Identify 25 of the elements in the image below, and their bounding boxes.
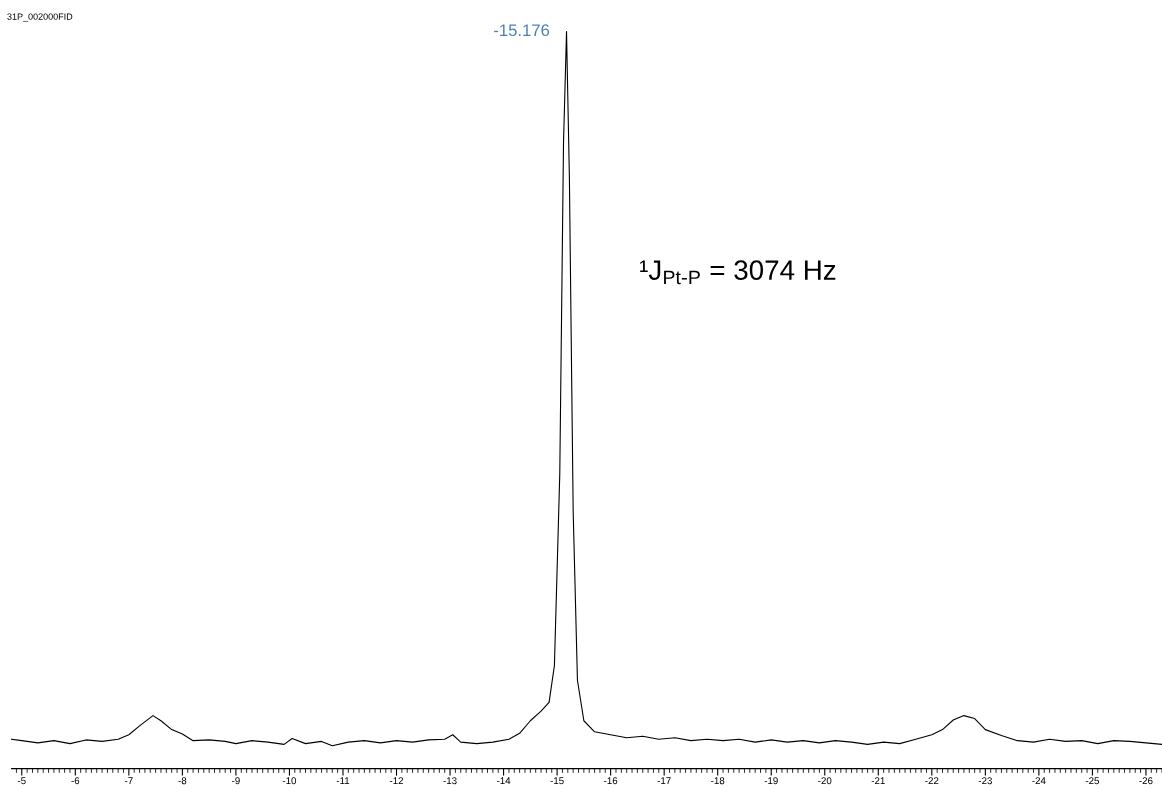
x-tick-label: -15 xyxy=(550,777,564,785)
x-tick-label: -8 xyxy=(178,777,187,785)
x-tick-label: -7 xyxy=(124,777,133,785)
x-tick-label: -9 xyxy=(232,777,240,785)
annotation: ¹J$_{Pt-P}$ = 3074 Hz xyxy=(640,260,836,285)
x-tick-label: -16 xyxy=(604,777,618,785)
x-tick-label: -14 xyxy=(496,777,511,785)
x-tick-label: -10 xyxy=(282,777,297,785)
x-tick-label: -12 xyxy=(389,777,404,785)
x-tick-label: -21 xyxy=(871,777,885,785)
x-tick-label: -6 xyxy=(71,777,80,785)
x-tick-label: -11 xyxy=(336,777,350,785)
x-tick-label: -13 xyxy=(443,777,457,785)
x-tick-label: -22 xyxy=(925,777,939,785)
x-tick-label: -26 xyxy=(1139,777,1153,785)
x-tick-label: -17 xyxy=(657,777,671,785)
x-tick-label: -5 xyxy=(17,777,26,785)
annotation: -15.176 xyxy=(494,24,550,37)
x-tick-label: -19 xyxy=(764,777,778,785)
x-tick-label: -24 xyxy=(1032,777,1046,785)
x-tick-label: -18 xyxy=(711,777,725,785)
x-tick-label: -25 xyxy=(1085,777,1100,785)
x-tick-label: -23 xyxy=(978,777,992,785)
x-tick-label: -20 xyxy=(818,777,832,785)
text: 31P_002000FID xyxy=(7,13,73,22)
